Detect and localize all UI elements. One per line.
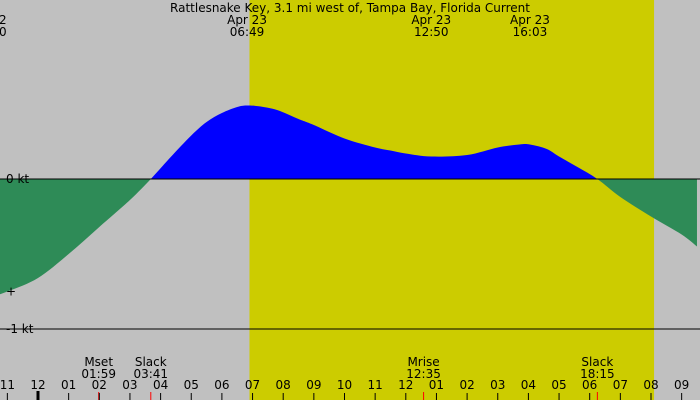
top-left-fragment-2: 0 <box>0 25 7 39</box>
bottom-event-name: Slack <box>135 355 167 369</box>
bottom-event-name: Mset <box>84 355 113 369</box>
x-tick-label: 03 <box>490 378 505 392</box>
top-event-time: 16:03 <box>513 25 548 39</box>
x-tick-label: 06 <box>214 378 229 392</box>
top-event-time: 06:49 <box>230 25 265 39</box>
y-label: + <box>6 285 16 299</box>
bottom-event-name: Mrise <box>407 355 439 369</box>
ebb-area <box>0 179 697 295</box>
bottom-event-time: 18:15 <box>580 367 615 381</box>
x-tick-label: 12 <box>398 378 413 392</box>
bottom-event-time: 01:59 <box>81 367 116 381</box>
bottom-event-time: 03:41 <box>133 367 168 381</box>
x-tick-label: 11 <box>0 378 15 392</box>
x-tick-label: 09 <box>674 378 689 392</box>
x-tick-label: 07 <box>245 378 260 392</box>
x-tick-label: 04 <box>153 378 168 392</box>
x-tick-label: 08 <box>643 378 658 392</box>
x-tick-label: 09 <box>306 378 321 392</box>
x-tick-label: 03 <box>122 378 137 392</box>
x-tick-label: 01 <box>429 378 444 392</box>
top-event-date: Apr 23 <box>411 13 451 27</box>
x-tick-label: 02 <box>459 378 474 392</box>
x-tick-label: 05 <box>551 378 566 392</box>
y-label: 0 kt <box>6 172 29 186</box>
x-tick-label: 02 <box>92 378 107 392</box>
x-tick-label: 06 <box>582 378 597 392</box>
top-left-fragment-1: 2 <box>0 13 7 27</box>
flood-area <box>0 105 697 179</box>
daylight-band <box>249 0 655 400</box>
x-tick-label: 10 <box>337 378 352 392</box>
x-tick-label: 04 <box>521 378 536 392</box>
y-label: -1 kt <box>6 322 34 336</box>
top-event-time: 12:50 <box>414 25 449 39</box>
x-tick-label: 01 <box>61 378 76 392</box>
bottom-event-name: Slack <box>581 355 613 369</box>
chart-title: Rattlesnake Key, 3.1 mi west of, Tampa B… <box>170 1 530 15</box>
x-tick-label: 05 <box>184 378 199 392</box>
top-event-date: Apr 23 <box>510 13 550 27</box>
x-tick-label: 07 <box>613 378 628 392</box>
x-tick-label: 08 <box>276 378 291 392</box>
x-tick-label: 12 <box>30 378 45 392</box>
top-event-date: Apr 23 <box>227 13 267 27</box>
bottom-event-time: 12:35 <box>406 367 441 381</box>
x-tick-label: 11 <box>368 378 383 392</box>
